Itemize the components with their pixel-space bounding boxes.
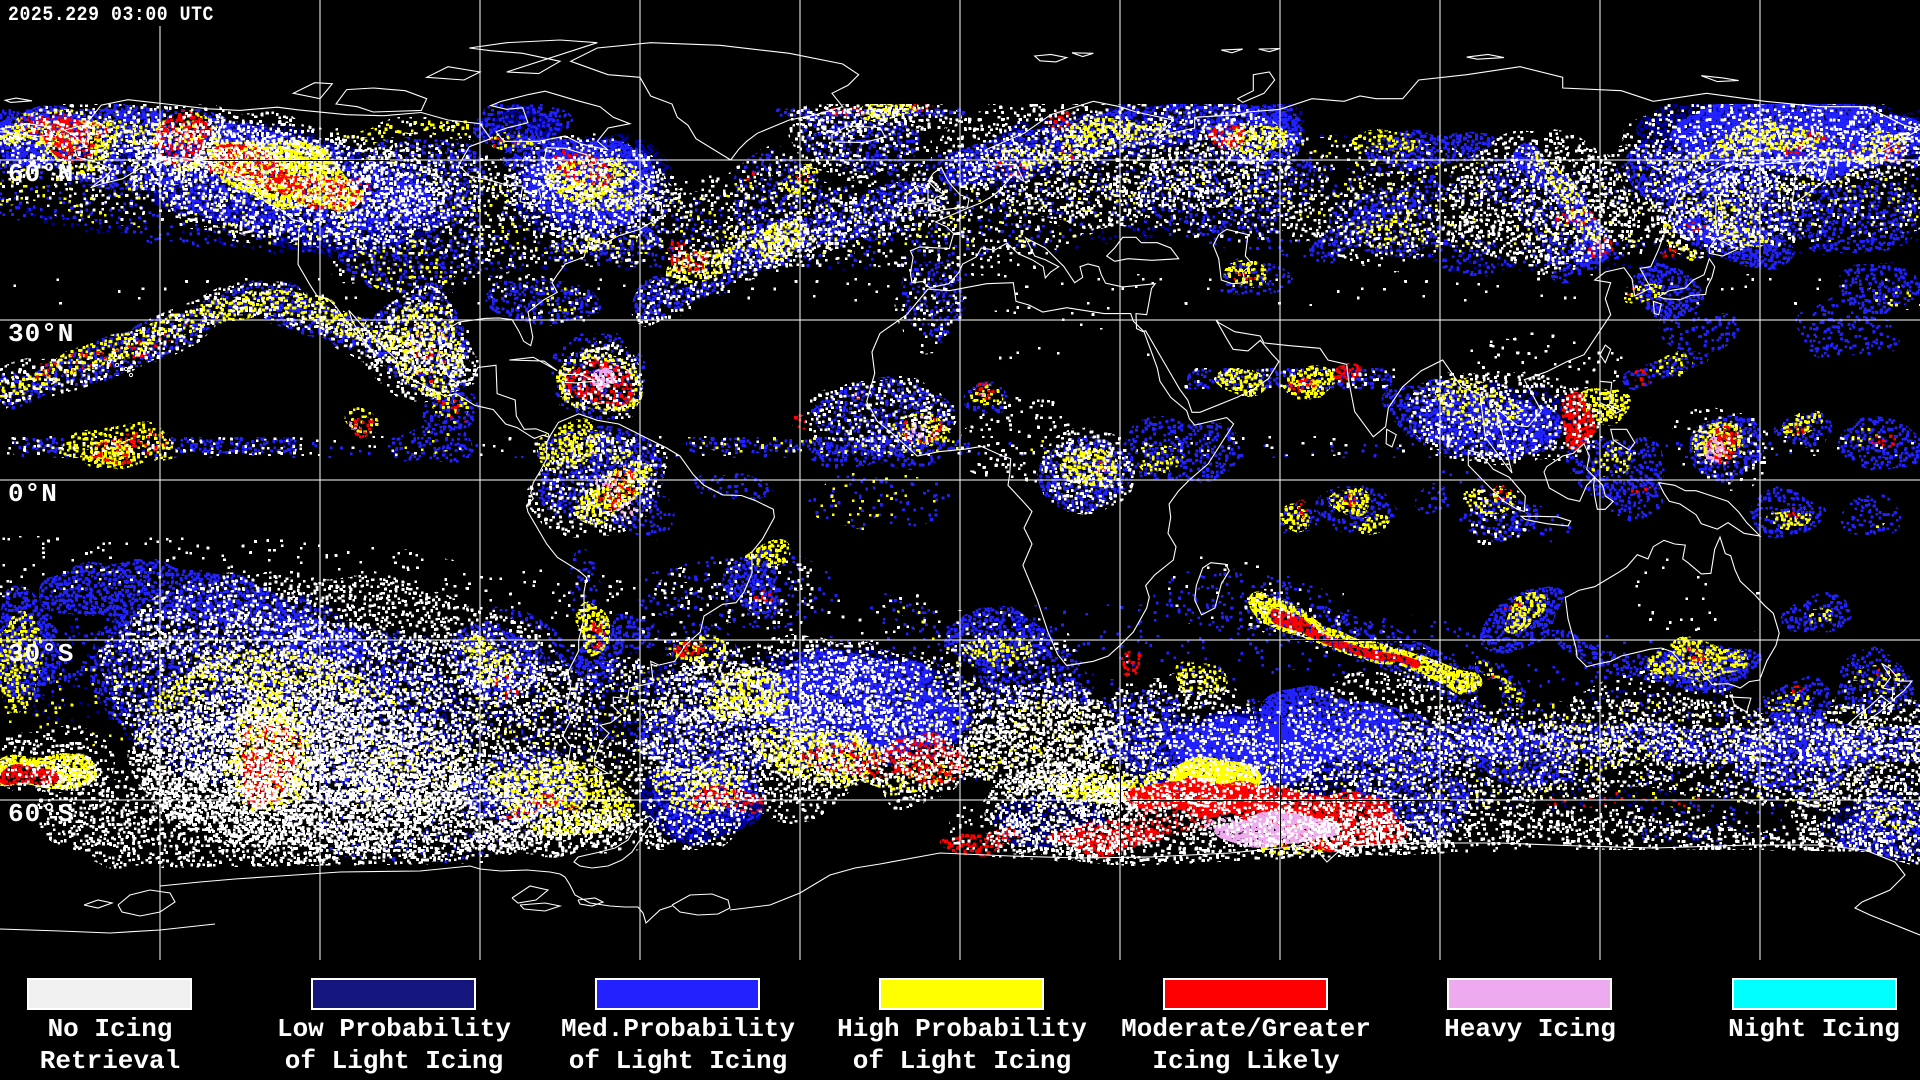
svg-text:Retrieval: Retrieval bbox=[40, 1046, 180, 1076]
svg-text:No Icing: No Icing bbox=[48, 1014, 173, 1044]
svg-text:Med.Probability: Med.Probability bbox=[561, 1014, 795, 1044]
svg-text:of Light Icing: of Light Icing bbox=[569, 1046, 787, 1076]
svg-text:Icing Likely: Icing Likely bbox=[1152, 1046, 1340, 1076]
svg-text:Moderate/Greater: Moderate/Greater bbox=[1121, 1014, 1371, 1044]
svg-text:of Light Icing: of Light Icing bbox=[285, 1046, 503, 1076]
svg-text:High Probability: High Probability bbox=[837, 1014, 1087, 1044]
svg-text:60°S: 60°S bbox=[8, 799, 74, 829]
svg-text:Night Icing: Night Icing bbox=[1728, 1014, 1900, 1044]
svg-text:Low Probability: Low Probability bbox=[277, 1014, 511, 1044]
svg-text:30°N: 30°N bbox=[8, 319, 74, 349]
svg-text:0°N: 0°N bbox=[8, 479, 58, 509]
svg-text:Heavy Icing: Heavy Icing bbox=[1444, 1014, 1616, 1044]
svg-text:30°S: 30°S bbox=[8, 639, 74, 669]
svg-text:2025.229 03:00 UTC: 2025.229 03:00 UTC bbox=[8, 4, 214, 27]
svg-text:60°N: 60°N bbox=[8, 159, 74, 189]
svg-text:of Light Icing: of Light Icing bbox=[853, 1046, 1071, 1076]
